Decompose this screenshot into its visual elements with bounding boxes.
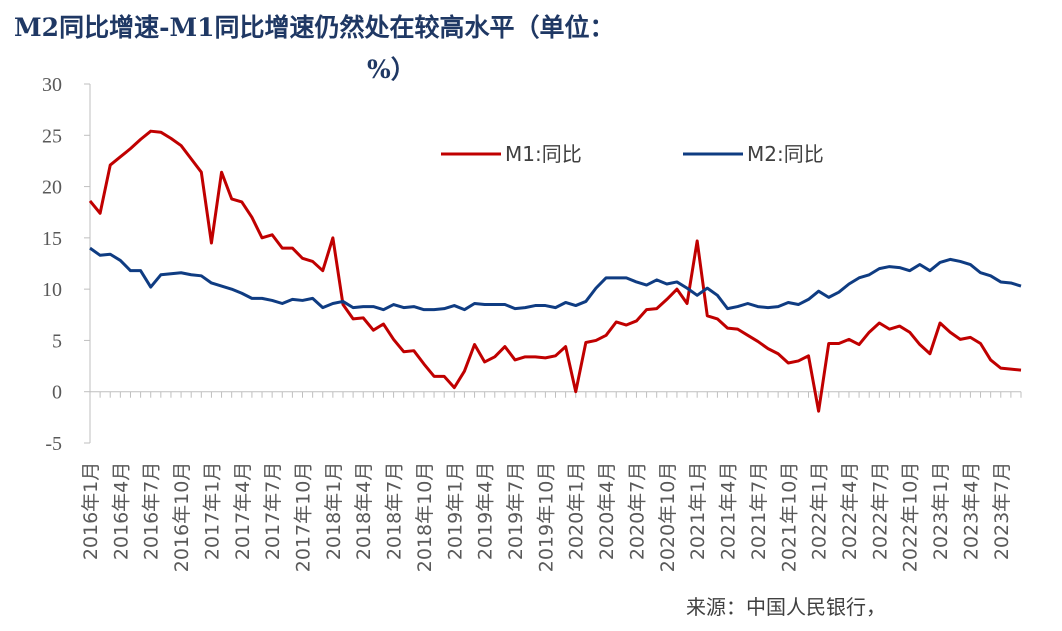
x-tick-label: 2021年1月 xyxy=(687,462,709,560)
series-layer xyxy=(88,129,1022,413)
x-tick-label: 2020年7月 xyxy=(626,462,648,560)
x-tick-label: 2018年4月 xyxy=(353,462,375,560)
x-tick-label: 2021年4月 xyxy=(718,462,740,560)
x-tick-label: 2016年1月 xyxy=(80,462,102,560)
series-m1 xyxy=(88,129,1022,413)
y-tick-label: 0 xyxy=(52,382,62,404)
chart-title-line-2: %） xyxy=(367,55,416,84)
y-tick-label: 15 xyxy=(42,228,62,250)
x-tick-label: 2017年1月 xyxy=(201,462,223,560)
x-tick-label: 2019年1月 xyxy=(444,462,466,560)
x-tick-label: 2016年4月 xyxy=(110,462,132,560)
x-tick-label: 2023年1月 xyxy=(930,462,952,560)
x-tick-label: 2018年10月 xyxy=(414,462,436,573)
series-line xyxy=(89,246,1022,312)
y-tick-label: 25 xyxy=(42,125,62,147)
x-tick-label: 2022年1月 xyxy=(809,462,831,560)
source-note: 来源：中国人民银行， xyxy=(686,595,886,619)
x-tick-label: 2020年1月 xyxy=(566,462,588,560)
x-tick-label: 2017年4月 xyxy=(232,462,254,560)
legend-m1-label: M1:同比 xyxy=(505,142,582,166)
series-m2 xyxy=(89,246,1022,312)
x-tick-label: 2016年7月 xyxy=(141,462,163,560)
x-tick-label: 2019年10月 xyxy=(535,462,557,573)
y-tick-label: 20 xyxy=(42,177,62,199)
x-tick-label: 2023年4月 xyxy=(960,462,982,560)
x-tick-label: 2022年4月 xyxy=(839,462,861,560)
x-tick-label: 2022年10月 xyxy=(900,462,922,573)
y-tick-label: 10 xyxy=(42,279,62,301)
x-tick-label: 2017年10月 xyxy=(293,462,315,573)
x-tick-label: 2019年4月 xyxy=(475,462,497,560)
x-tick-label: 2022年7月 xyxy=(869,462,891,560)
x-tick-label: 2021年10月 xyxy=(778,462,800,573)
y-tick-label: -5 xyxy=(45,433,62,455)
series-line xyxy=(88,129,1022,413)
y-tick-label: 5 xyxy=(52,330,62,352)
x-tick-label: 2021年7月 xyxy=(748,462,770,560)
x-tick-label: 2019年7月 xyxy=(505,462,527,560)
x-tick-label: 2017年7月 xyxy=(262,462,284,560)
x-axis-ticks: 2016年1月 2016年4月 2016年7月 2016年10月 2017年1月 2017… xyxy=(80,391,1022,573)
x-tick-label: 2020年4月 xyxy=(596,462,618,560)
y-axis-ticks: -5 0 5 10 15 20 25 30 xyxy=(42,74,90,455)
legend: M1:同比 M2:同比 xyxy=(441,142,824,166)
x-tick-label: 2023年7月 xyxy=(991,462,1013,560)
x-tick-label: 2018年7月 xyxy=(384,462,406,560)
x-tick-label: 2020年10月 xyxy=(657,462,679,573)
x-tick-label: 2016年10月 xyxy=(171,462,193,573)
chart-title-line-1: M2同比增速-M1同比增速仍然处在较高水平（单位： xyxy=(14,13,615,42)
legend-m2-label: M2:同比 xyxy=(747,142,824,166)
y-tick-label: 30 xyxy=(42,74,62,96)
x-tick-label: 2018年1月 xyxy=(323,462,345,560)
